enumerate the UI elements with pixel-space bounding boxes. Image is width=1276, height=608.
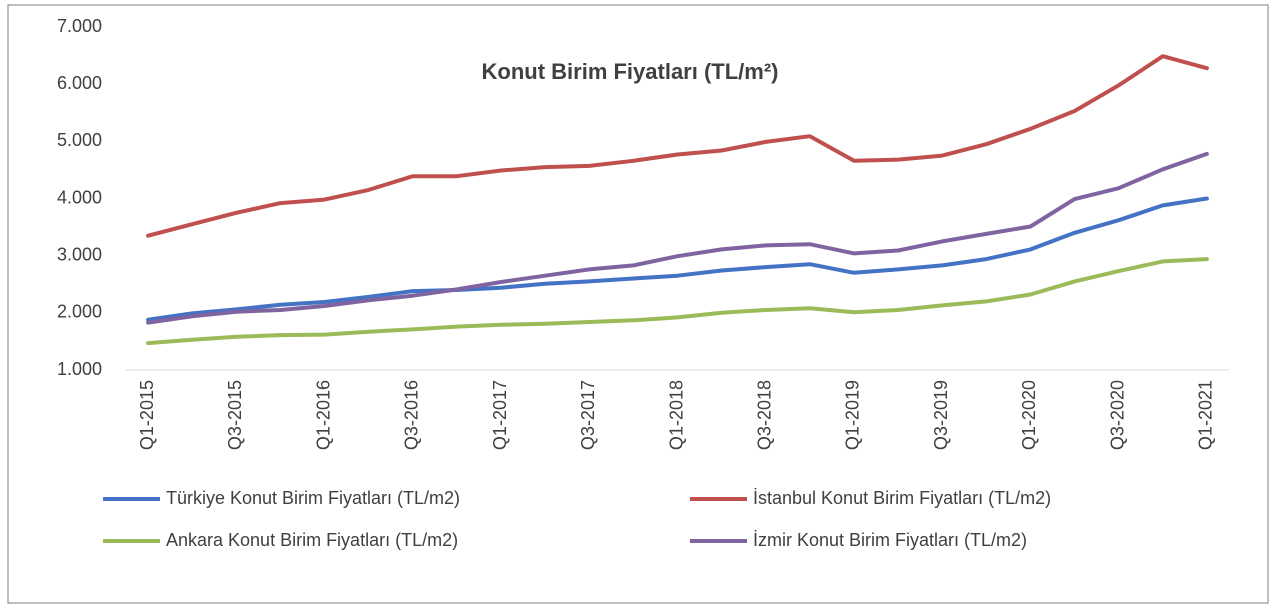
x-tick-label: Q1-2015	[137, 380, 157, 450]
legend-label: Türkiye Konut Birim Fiyatları (TL/m2)	[166, 488, 460, 508]
x-tick-label: Q3-2017	[578, 380, 598, 450]
x-tick-label: Q1-2016	[313, 380, 333, 450]
x-tick-label: Q3-2020	[1107, 380, 1127, 450]
y-tick-label: 3.000	[57, 244, 102, 264]
y-tick-label: 6.000	[57, 73, 102, 93]
x-tick-label: Q1-2018	[666, 380, 686, 450]
series-line	[146, 257, 1209, 346]
y-tick-label: 4.000	[57, 187, 102, 207]
x-tick-label: Q1-2019	[843, 380, 863, 450]
chart-title: Konut Birim Fiyatları (TL/m²)	[482, 59, 779, 84]
x-tick-label: Q3-2018	[754, 380, 774, 450]
y-tick-label: 2.000	[57, 302, 102, 322]
x-tick-label: Q3-2019	[931, 380, 951, 450]
legend-label: Ankara Konut Birim Fiyatları (TL/m2)	[166, 530, 458, 550]
x-tick-label: Q1-2021	[1196, 380, 1216, 450]
legend-label: İzmir Konut Birim Fiyatları (TL/m2)	[753, 530, 1027, 550]
series-line	[146, 196, 1209, 322]
series-line	[146, 54, 1209, 238]
y-tick-label: 1.000	[57, 359, 102, 379]
x-tick-label: Q1-2020	[1019, 380, 1039, 450]
y-tick-label: 5.000	[57, 130, 102, 150]
x-tick-label: Q1-2017	[490, 380, 510, 450]
x-tick-label: Q3-2015	[225, 380, 245, 450]
y-tick-label: 7.000	[57, 16, 102, 36]
chart-frame	[7, 4, 1269, 604]
series-line	[146, 151, 1209, 325]
legend-label: İstanbul Konut Birim Fiyatları (TL/m2)	[753, 488, 1051, 508]
x-tick-label: Q3-2016	[402, 380, 422, 450]
